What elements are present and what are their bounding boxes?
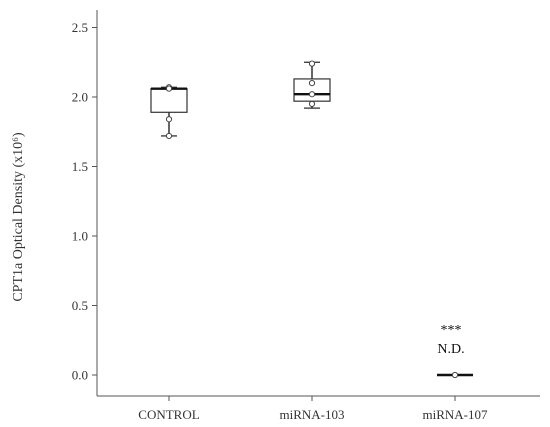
x-ticks: CONTROL miRNA-103 miRNA-107 — [138, 396, 488, 422]
y-tick-label: 2.5 — [72, 20, 88, 35]
y-axis-title: CPT1a Optical Density (x10⁶) — [11, 132, 26, 302]
y-tick-label: 0.0 — [72, 368, 88, 383]
box-group — [150, 84, 188, 140]
box-group — [293, 60, 331, 109]
y-ticks: 0.0 0.5 1.0 1.5 2.0 2.5 — [72, 20, 97, 383]
annotations: *** N.D. — [437, 323, 464, 357]
y-tick-label: 2.0 — [72, 90, 88, 105]
significance-stars: *** — [441, 323, 462, 338]
boxes — [150, 60, 473, 379]
y-tick-label: 1.0 — [72, 229, 88, 244]
data-point — [165, 132, 173, 140]
x-tick-label: miRNA-103 — [280, 407, 345, 422]
data-point — [308, 100, 316, 108]
data-point — [451, 371, 459, 379]
y-tick-label: 1.5 — [72, 159, 88, 174]
data-point — [308, 80, 316, 87]
data-point — [165, 85, 173, 92]
data-point — [308, 60, 316, 67]
not-detected-label: N.D. — [437, 342, 464, 357]
data-point — [308, 91, 316, 98]
x-tick-label: miRNA-107 — [423, 407, 489, 422]
data-point — [165, 116, 173, 123]
box-iqr — [150, 88, 188, 113]
x-tick-label: CONTROL — [138, 407, 199, 422]
box-group — [437, 371, 473, 379]
axes — [96, 10, 540, 397]
y-tick-label: 0.5 — [72, 298, 88, 313]
